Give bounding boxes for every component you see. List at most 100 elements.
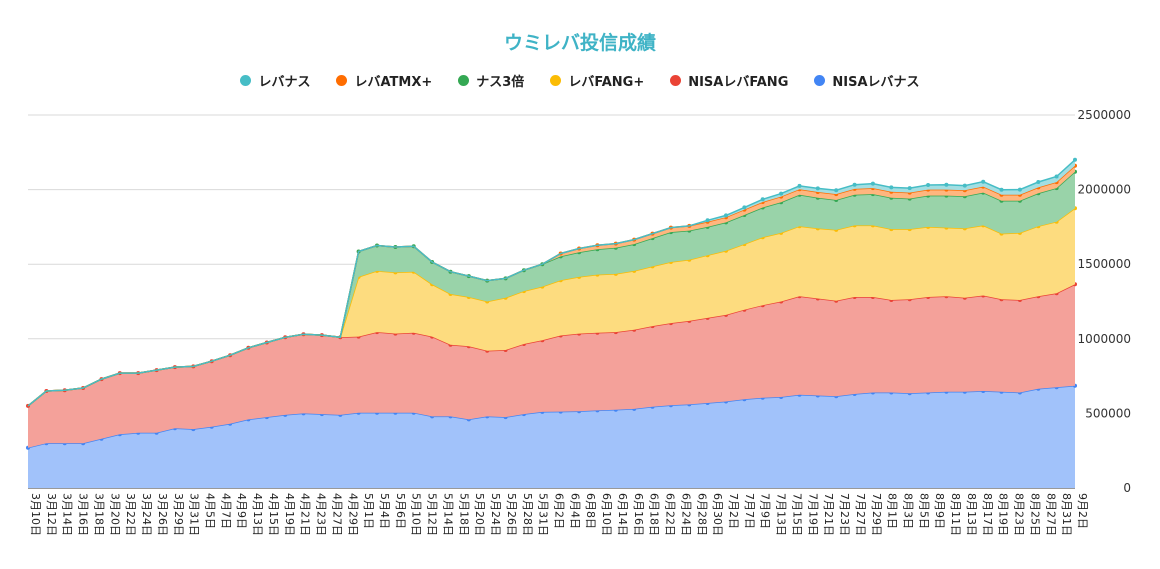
x-tick-label: 8月17日 [981,493,994,536]
x-tick-label: 5月1日 [362,493,375,529]
x-tick-label: 6月28日 [695,493,708,536]
x-tick-label: 3月12日 [45,493,58,536]
x-tick-label: 6月30日 [711,493,724,536]
x-tick-label: 7月21日 [822,493,835,536]
legend: レバナス レバATMX+ ナス3倍 レバFANG+ NISAレバFANG NISAレバナス [0,71,1160,90]
x-tick-label: 7月27日 [854,493,867,536]
x-tick-label: 4月23日 [315,493,328,536]
x-tick-label: 3月24日 [140,493,153,536]
series-line [27,159,1076,407]
data-point [779,191,784,196]
x-tick-label: 3月14日 [61,493,74,536]
chart-title: ウミレバ投信成績 [503,32,656,54]
legend-marker [336,75,348,86]
legend-item: レバATMX+ [336,71,432,90]
legend-marker [240,75,252,86]
legend-marker [814,75,826,86]
x-tick-label: 6月10日 [600,493,613,536]
x-tick-label: 8月9日 [933,493,946,529]
data-point [724,213,728,218]
y-tick-label: 2500000 [1078,108,1131,122]
x-tick-label: 7月9日 [759,493,772,529]
legend-label: ナス3倍 [476,75,525,90]
data-point [1017,187,1022,192]
legend-label: レバATMX+ [354,75,433,90]
x-tick-label: 3月20日 [108,493,121,536]
legend-item: NISAレバナス [814,71,920,90]
y-tick-label: 1500000 [1078,257,1131,271]
data-point [907,186,912,191]
legend-marker [550,75,562,86]
data-point [834,188,839,193]
legend-item: NISAレバFANG [670,71,788,90]
x-tick-label: 3月29日 [172,493,185,536]
x-tick-label: 7月19日 [806,493,819,536]
x-tick-label: 5月26日 [505,493,518,536]
x-tick-label: 9月2日 [1076,493,1089,529]
y-tick-label: 0 [1123,481,1131,495]
x-tick-label: 6月2日 [553,493,566,529]
x-tick-label: 6月24日 [679,493,692,536]
x-tick-label: 8月23日 [1013,493,1026,536]
data-point [760,197,765,202]
x-tick-label: 6月16日 [632,493,645,536]
x-tick-label: 7月15日 [791,493,804,536]
data-point [944,182,949,187]
data-point [1054,174,1059,179]
x-tick-label: 8月1日 [886,493,899,529]
x-tick-label: 7月2日 [727,493,740,529]
legend-item: レバFANG+ [550,71,644,90]
legend-label: レバナス [258,75,311,90]
legend-marker [670,75,682,86]
x-tick-label: 8月31日 [1060,493,1073,536]
legend-label: レバFANG+ [568,75,645,90]
x-tick-label: 6月8日 [584,493,597,529]
x-tick-label: 6月14日 [616,493,629,536]
data-point [999,187,1004,192]
x-tick-label: 3月16日 [77,493,90,536]
x-tick-label: 8月3日 [902,493,915,529]
data-point [889,185,894,190]
x-tick-label: 5月14日 [442,493,455,536]
data-point [981,179,986,184]
x-tick-label: 4月15日 [267,493,280,536]
data-point [870,181,875,186]
x-tick-label: 3月10日 [29,493,42,536]
x-tick-label: 6月4日 [568,493,581,529]
area-NISAレバナス [28,385,1075,488]
x-tick-label: 7月23日 [838,493,851,536]
x-tick-label: 4月7日 [219,493,232,529]
data-point [1073,157,1077,162]
x-tick-label: 4月27日 [330,493,343,536]
data-point [797,183,802,188]
x-tick-label: 5月31日 [537,493,550,536]
legend-label: NISAレバナス [832,75,920,90]
legend-label: NISAレバFANG [688,75,789,90]
x-tick-label: 6月18日 [648,493,661,536]
area-NISAレバFANG [28,284,1075,448]
x-tick-label: 8月27日 [1044,493,1057,536]
x-tick-label: 6月22日 [664,493,677,536]
legend-item: ナス3倍 [458,71,524,90]
x-tick-label: 8月19日 [997,493,1010,536]
data-point [742,205,747,210]
x-tick-label: 4月19日 [283,493,296,536]
x-tick-label: 4月5日 [204,493,217,529]
legend-item: レバナス [240,71,310,90]
data-point [852,182,857,187]
y-tick-label: 500000 [1085,406,1131,420]
data-point [926,183,931,187]
x-tick-label: 4月29日 [346,493,359,536]
x-tick-label: 5月20日 [473,493,486,536]
x-tick-label: 5月4日 [378,493,391,529]
data-point [1036,180,1041,184]
x-tick-label: 3月18日 [93,493,106,536]
area-レバFANG+ [28,208,1075,406]
data-point [705,218,710,223]
x-tick-label: 5月12日 [426,493,439,536]
x-tick-label: 5月24日 [489,493,502,536]
y-tick-label: 2000000 [1078,183,1131,197]
data-point [815,186,820,191]
x-tick-label: 3月22日 [124,493,137,536]
x-tick-label: 8月11日 [949,493,962,536]
